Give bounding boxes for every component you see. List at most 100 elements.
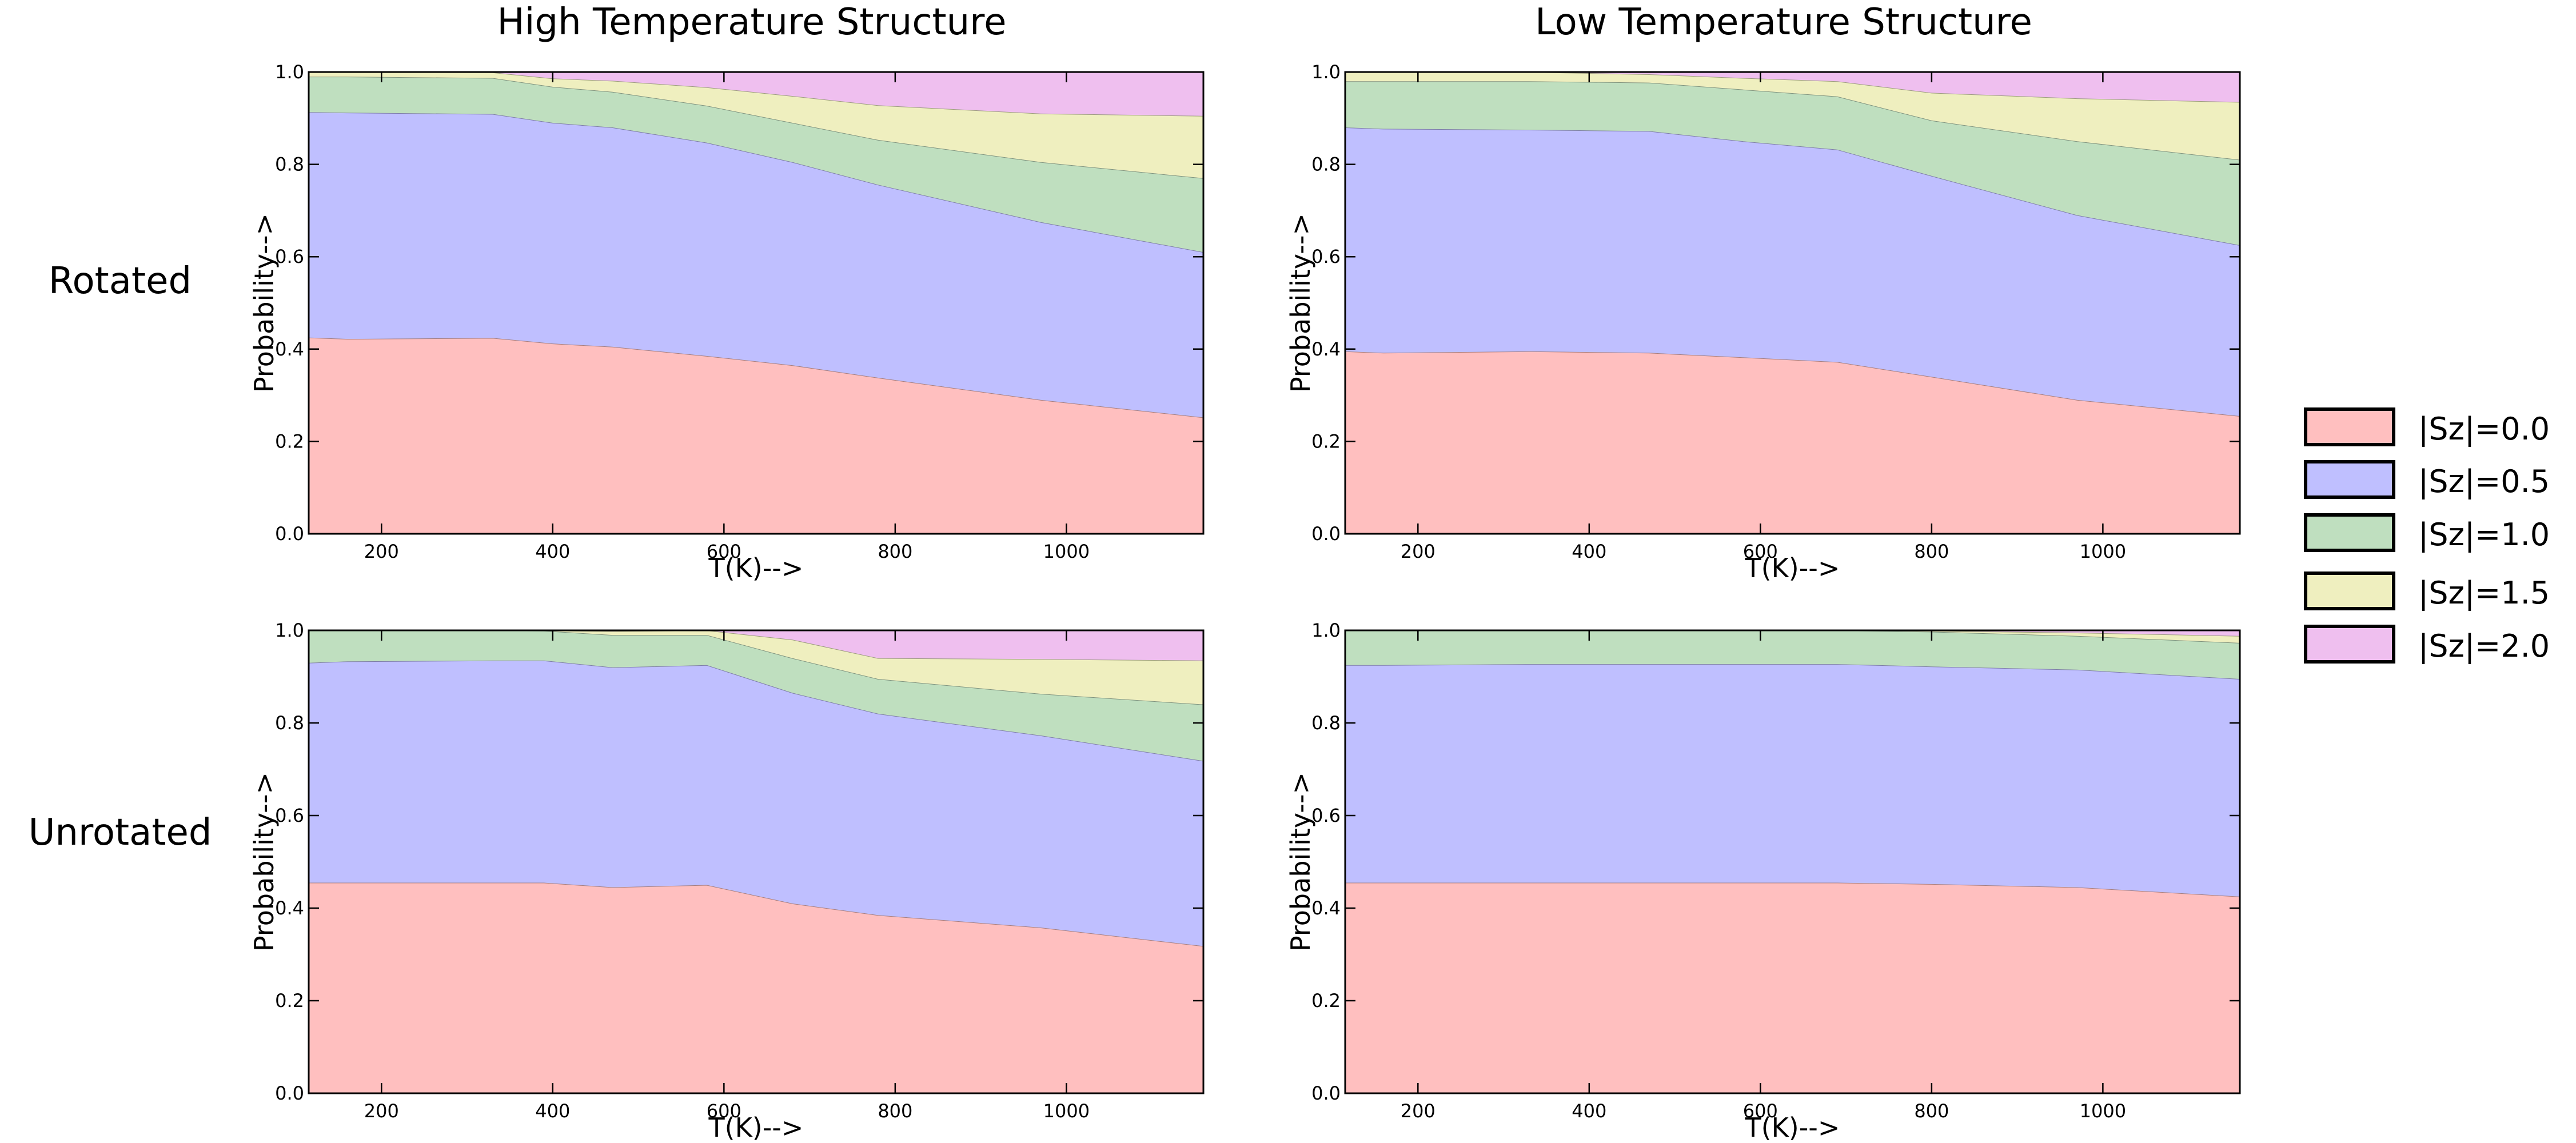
area-series-4 — [309, 630, 1203, 661]
y-tick-label: 1.0 — [275, 61, 304, 83]
x-tick-label: 800 — [1914, 1100, 1949, 1122]
column-title-low-temperature: Low Temperature Structure — [1535, 1, 2032, 43]
legend-label: |Sz|=2.0 — [2418, 628, 2550, 664]
y-tick-label: 0.2 — [1311, 990, 1341, 1012]
y-axis-label: Probability--> — [1285, 772, 1316, 952]
x-tick-label: 800 — [878, 1100, 912, 1122]
area-series-0 — [1345, 882, 2240, 1093]
x-tick-label: 200 — [1401, 1100, 1435, 1122]
legend-label: |Sz|=0.5 — [2418, 463, 2550, 499]
y-tick-label: 0.6 — [275, 246, 304, 267]
x-tick-label: 800 — [878, 541, 912, 562]
legend-swatch — [2304, 572, 2395, 610]
legend-item-sz-0-5: |Sz|=0.5 — [2304, 460, 2567, 506]
row-label-rotated: Rotated — [48, 260, 192, 302]
y-tick-label: 0.4 — [275, 897, 304, 919]
y-tick-label: 0.2 — [1311, 430, 1341, 452]
x-tick-label: 200 — [364, 541, 399, 562]
x-tick-label: 600 — [1743, 1100, 1778, 1122]
y-axis-label: Probability--> — [249, 213, 280, 393]
y-tick-label: 0.4 — [275, 338, 304, 360]
x-tick-label: 400 — [535, 541, 570, 562]
x-tick-label: 1000 — [1043, 541, 1090, 562]
y-tick-label: 0.6 — [1311, 246, 1341, 267]
y-tick-label: 0.0 — [275, 1082, 304, 1104]
plot-frame — [1344, 629, 2241, 1094]
x-tick-label: 200 — [364, 1100, 399, 1122]
y-tick-label: 0.4 — [1311, 338, 1341, 360]
x-tick-label: 1000 — [2080, 1100, 2126, 1122]
area-series-3 — [309, 630, 1203, 705]
plot-frame — [1344, 71, 2241, 535]
area-series-3 — [1345, 72, 2240, 160]
y-tick-label: 0.0 — [1311, 523, 1341, 545]
y-tick-label: 0.6 — [275, 805, 304, 826]
legend-item-sz-1-5: |Sz|=1.5 — [2304, 572, 2567, 617]
row-label-unrotated: Unrotated — [28, 812, 212, 854]
y-tick-label: 0.8 — [1311, 154, 1341, 175]
legend-item-sz-1-0: |Sz|=1.0 — [2304, 513, 2567, 559]
y-axis-label: Probability--> — [249, 772, 280, 952]
legend-swatch — [2304, 407, 2395, 446]
area-series-3 — [1345, 630, 2240, 643]
legend-swatch — [2304, 513, 2395, 552]
y-tick-label: 0.0 — [275, 523, 304, 545]
x-axis-label: T(K)--> — [708, 1112, 804, 1143]
y-tick-label: 0.6 — [1311, 805, 1341, 826]
x-tick-label: 600 — [1743, 541, 1778, 562]
column-title-high-temperature: High Temperature Structure — [497, 1, 1007, 43]
x-tick-label: 1000 — [2080, 541, 2126, 562]
x-tick-label: 400 — [1572, 1100, 1606, 1122]
x-tick-label: 400 — [1572, 541, 1606, 562]
area-series-1 — [1345, 664, 2240, 897]
area-series-2 — [309, 77, 1203, 253]
area-series-3 — [309, 72, 1203, 178]
plot-frame — [308, 71, 1205, 535]
y-tick-label: 1.0 — [1311, 620, 1341, 641]
plot-frame — [308, 629, 1205, 1094]
y-axis-label: Probability--> — [1285, 213, 1316, 393]
legend-swatch — [2304, 625, 2395, 664]
legend-label: |Sz|=1.5 — [2418, 575, 2550, 611]
x-axis-label: T(K)--> — [708, 553, 804, 584]
x-axis-label: T(K)--> — [1745, 553, 1840, 584]
area-series-2 — [1345, 81, 2240, 245]
legend-swatch — [2304, 460, 2395, 499]
area-series-2 — [309, 630, 1203, 761]
x-axis-label: T(K)--> — [1745, 1112, 1840, 1143]
y-tick-label: 1.0 — [1311, 61, 1341, 83]
area-series-4 — [309, 72, 1203, 116]
area-series-0 — [309, 882, 1203, 1093]
area-series-1 — [309, 660, 1203, 946]
x-tick-label: 600 — [707, 541, 741, 562]
legend-label: |Sz|=0.0 — [2418, 411, 2550, 447]
y-tick-label: 0.4 — [1311, 897, 1341, 919]
area-series-2 — [1345, 630, 2240, 679]
area-series-4 — [1345, 72, 2240, 102]
area-series-4 — [1345, 630, 2240, 636]
y-tick-label: 0.8 — [1311, 712, 1341, 734]
x-tick-label: 600 — [707, 1100, 741, 1122]
y-tick-label: 0.8 — [275, 154, 304, 175]
x-tick-label: 1000 — [1043, 1100, 1090, 1122]
area-series-0 — [1345, 351, 2240, 534]
x-tick-label: 800 — [1914, 541, 1949, 562]
y-tick-label: 0.2 — [275, 430, 304, 452]
legend-item-sz-0-0: |Sz|=0.0 — [2304, 407, 2567, 453]
legend-item-sz-2-0: |Sz|=2.0 — [2304, 625, 2567, 670]
y-tick-label: 0.0 — [1311, 1082, 1341, 1104]
area-series-0 — [309, 337, 1203, 534]
x-tick-label: 400 — [535, 1100, 570, 1122]
y-tick-label: 0.2 — [275, 990, 304, 1012]
y-tick-label: 1.0 — [275, 620, 304, 641]
area-series-1 — [1345, 127, 2240, 416]
x-tick-label: 200 — [1401, 541, 1435, 562]
area-series-1 — [309, 112, 1203, 418]
y-tick-label: 0.8 — [275, 712, 304, 734]
legend-label: |Sz|=1.0 — [2418, 517, 2550, 553]
